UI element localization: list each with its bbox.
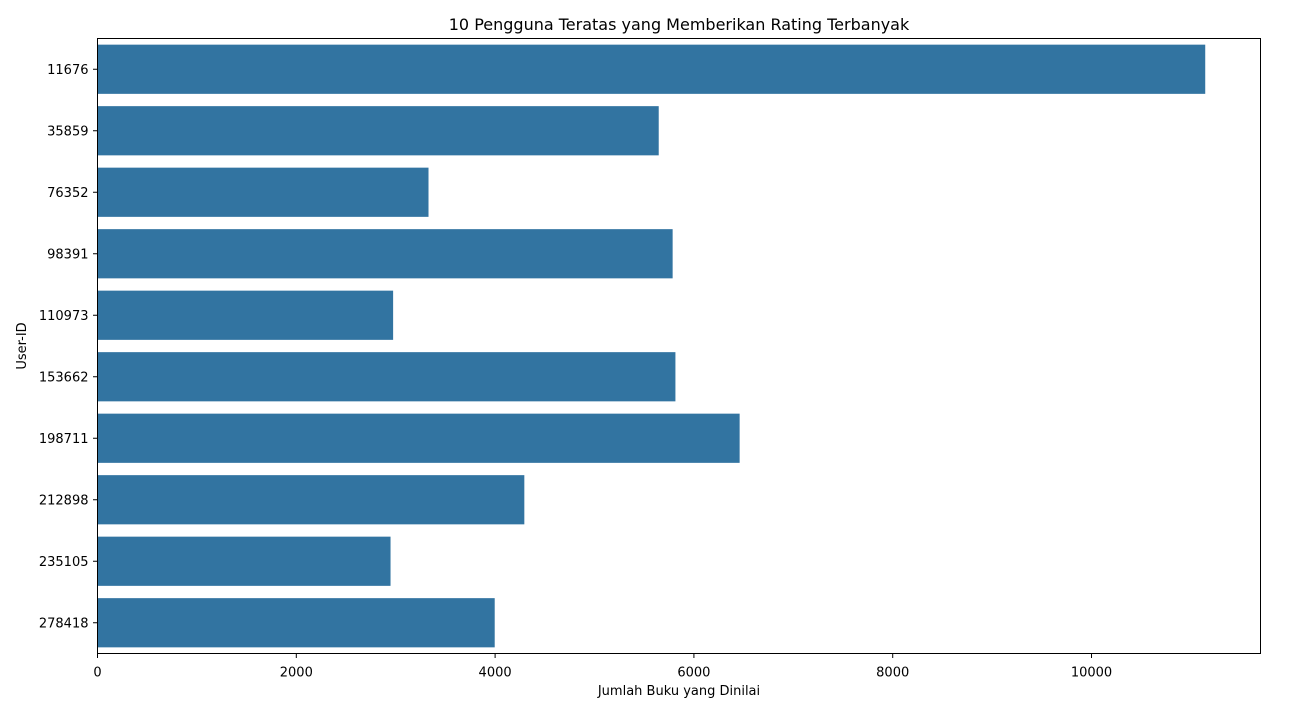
- x-tick-label: 0: [93, 666, 101, 681]
- x-axis-ticks: 0 2000 4000 6000 8000 10000: [93, 653, 1112, 681]
- x-tick-label: 10000: [1071, 666, 1112, 681]
- y-axis-ticks: 11676 35859 76352 98391 110973 153662 198711 21…: [39, 63, 98, 631]
- x-axis-label: Jumlah Buku yang Dinilai: [597, 684, 760, 699]
- x-tick-label: 2000: [280, 666, 313, 681]
- bar-11676: [97, 44, 1206, 94]
- y-tick-label: 212898: [39, 493, 89, 508]
- y-tick-label: 76352: [47, 186, 88, 201]
- chart-title: 10 Pengguna Teratas yang Memberikan Rati…: [449, 15, 910, 34]
- y-tick-label: 235105: [39, 555, 89, 570]
- bar-278418: [97, 598, 495, 648]
- x-tick-label: 8000: [876, 666, 909, 681]
- x-tick-label: 4000: [479, 666, 512, 681]
- y-tick-label: 35859: [47, 124, 88, 139]
- y-tick-label: 11676: [47, 63, 88, 78]
- bar-235105: [97, 536, 391, 586]
- bar-35859: [97, 106, 659, 156]
- bar-198711: [97, 413, 740, 463]
- bar-110973: [97, 290, 394, 340]
- bars: [97, 44, 1206, 648]
- bar-76352: [97, 167, 429, 217]
- bar-153662: [97, 352, 676, 402]
- y-tick-label: 153662: [39, 370, 89, 385]
- y-tick-label: 110973: [39, 309, 89, 324]
- bar-212898: [97, 475, 525, 525]
- y-tick-label: 198711: [39, 432, 89, 447]
- y-axis-label: User-ID: [15, 322, 30, 369]
- plot-frame: [97, 38, 1261, 654]
- y-tick-label: 278418: [39, 616, 89, 631]
- y-tick-label: 98391: [47, 247, 88, 262]
- x-tick-label: 6000: [677, 666, 710, 681]
- bar-98391: [97, 229, 673, 279]
